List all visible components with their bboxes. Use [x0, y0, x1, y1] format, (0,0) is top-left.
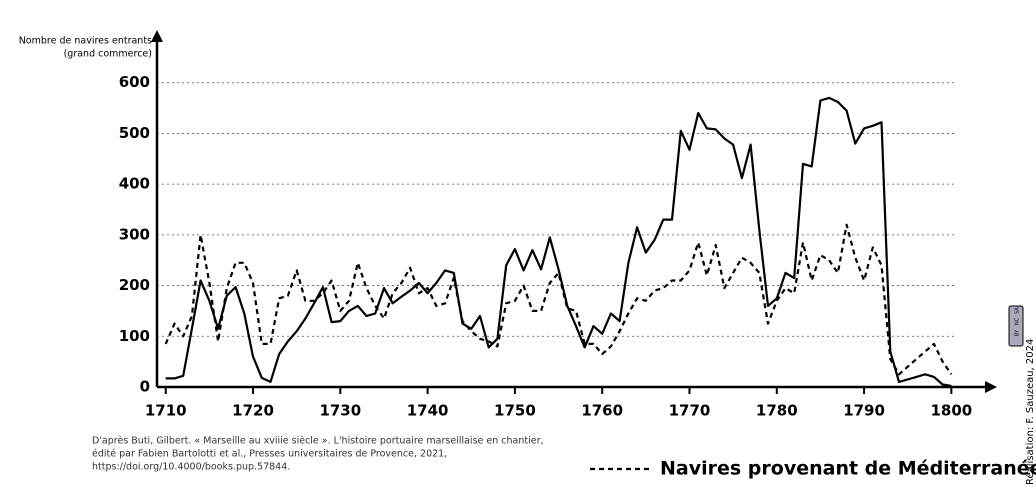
source: https://doi.org/10.4000/books.pup.57844.: [92, 462, 290, 473]
line-series: [164, 223, 953, 376]
x-tick-label: 1720: [232, 402, 274, 420]
y-axis-label: Nombre de navires entrants: [19, 36, 152, 47]
x-tick-label: 1770: [669, 402, 711, 420]
source: édité par Fabien Bartolotti et al., Pres…: [92, 449, 447, 460]
license: NC: [1015, 317, 1021, 325]
x-tick-label: 1760: [581, 402, 623, 420]
x-tick-label: 1740: [407, 402, 449, 420]
x-tick-label: 1730: [319, 402, 361, 420]
license-badge: BY NC SA: [1008, 305, 1024, 347]
y-axis-label: (grand commerce): [64, 49, 152, 60]
license: BY: [1015, 329, 1021, 336]
y-tick-label: 0: [140, 378, 150, 396]
source: D'après Buti, Gilbert. « Marseille au xv…: [92, 436, 544, 447]
legend-label: Navires provenant de Méditerranée: [660, 458, 1036, 480]
y-tick-label: 400: [119, 175, 150, 193]
line-series: [165, 96, 952, 388]
y-tick-label: 100: [119, 327, 150, 345]
y-tick-label: 200: [119, 276, 150, 294]
x-axis-arrow: [985, 381, 997, 393]
y-tick-label: 500: [119, 124, 150, 142]
x-tick-label: 1750: [494, 402, 536, 420]
x-tick-label: 1800: [930, 402, 972, 420]
license: SA: [1015, 307, 1021, 314]
y-tick-label: 300: [119, 225, 150, 243]
x-tick-label: 1780: [756, 402, 798, 420]
x-tick-label: 1710: [145, 402, 187, 420]
y-axis-arrow: [151, 30, 163, 42]
y-tick-label: 600: [119, 73, 150, 91]
x-tick-label: 1790: [843, 402, 885, 420]
credit: Réalisation: F. Sauzeau, 2024: [1024, 339, 1036, 485]
